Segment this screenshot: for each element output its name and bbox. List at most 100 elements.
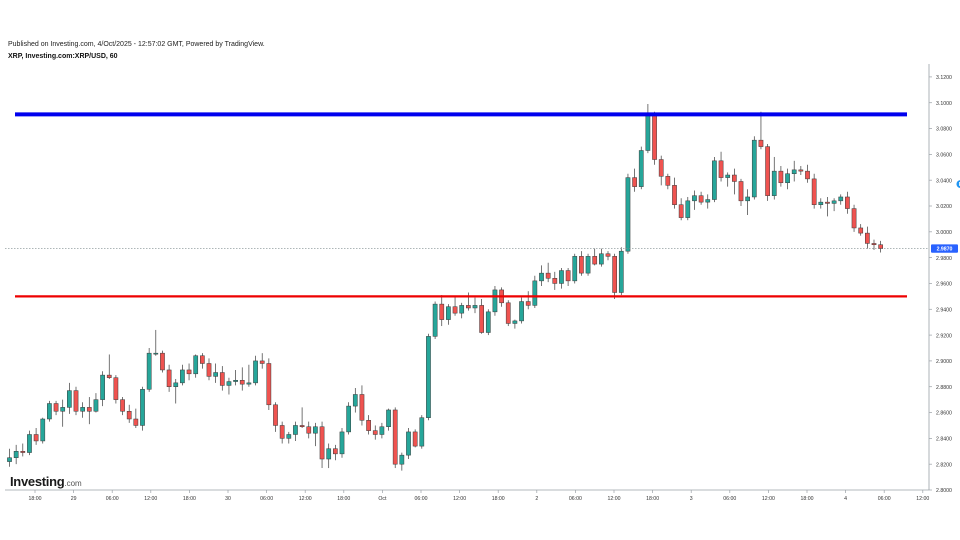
candle (599, 248, 604, 267)
candle (552, 271, 558, 290)
candle (432, 301, 438, 339)
y-tick-label: 3.1200 (936, 75, 952, 81)
candle-body (811, 178, 817, 205)
candle-body (612, 256, 617, 293)
candle (412, 429, 418, 448)
candle-body (485, 311, 491, 333)
candle (525, 291, 531, 310)
candle (725, 172, 731, 187)
candle-body (399, 454, 405, 465)
candle (166, 364, 172, 392)
candle (100, 371, 105, 407)
candle-body (751, 139, 757, 198)
candle-body (246, 382, 252, 385)
candle-body (858, 227, 864, 234)
candle-body (13, 451, 19, 458)
candle (878, 240, 883, 253)
candle (439, 295, 445, 327)
candle (160, 350, 165, 373)
candle-body (798, 169, 804, 172)
candle (40, 417, 46, 444)
x-tick-label: 30 (225, 496, 231, 502)
candle-body (845, 196, 850, 209)
candle (286, 431, 292, 444)
candle-body (718, 160, 724, 178)
candle (126, 404, 132, 423)
candle-body (878, 244, 883, 249)
candle (592, 248, 598, 266)
y-tick-label: 2.9200 (936, 333, 952, 339)
candle-body (865, 232, 870, 244)
candle (386, 408, 391, 431)
current-price-badge (931, 244, 958, 253)
candle-body (133, 418, 139, 426)
candle (13, 444, 19, 465)
candle-body (180, 369, 185, 384)
candle-body (352, 394, 358, 407)
candle (346, 402, 351, 435)
candle (452, 296, 458, 316)
x-tick-label: 06:00 (878, 496, 891, 502)
candle-body (758, 139, 764, 147)
candle (579, 251, 584, 276)
candle (246, 364, 252, 387)
candle (20, 443, 26, 457)
candle (645, 104, 651, 154)
candle-body (326, 448, 332, 460)
candle-body (831, 200, 837, 204)
candle (293, 421, 298, 441)
candle (333, 444, 338, 461)
candle-body (645, 114, 651, 151)
candle (319, 421, 325, 469)
y-tick-label: 2.8200 (936, 462, 952, 468)
candle (665, 173, 671, 190)
candle-body (379, 426, 385, 435)
event-markers-layer: PP (956, 180, 960, 189)
candle-body (306, 426, 312, 434)
x-tick-label: 18:00 (646, 496, 659, 502)
candle (113, 375, 119, 404)
x-tick-label: 12:00 (916, 496, 929, 502)
candle (352, 388, 358, 413)
candle-body (60, 407, 66, 412)
candle-body (778, 170, 784, 184)
candle-body (80, 407, 86, 412)
candle (698, 191, 704, 205)
candle-body (419, 417, 425, 447)
candle (612, 253, 617, 299)
candle-body (638, 150, 644, 187)
candle (771, 156, 777, 200)
candle (778, 165, 784, 187)
candle (372, 425, 378, 440)
candle-body (539, 272, 544, 282)
y-tick-label: 2.8000 (936, 488, 952, 494)
candle-body (426, 336, 431, 418)
candle (406, 428, 411, 460)
candle (313, 422, 318, 447)
candle-body (632, 177, 637, 187)
candle (539, 265, 544, 287)
candle (565, 267, 571, 287)
candle (73, 386, 79, 416)
candle (146, 348, 152, 392)
x-tick-label: 18:00 (29, 496, 42, 502)
candle-body (406, 431, 411, 456)
x-tick-label: 29 (71, 496, 77, 502)
candle (339, 428, 345, 458)
candle-body (791, 169, 797, 174)
candle-body (346, 405, 351, 433)
candle-body (86, 407, 92, 412)
x-tick-label: 12:00 (762, 496, 775, 502)
candle (545, 262, 551, 283)
candle-body (585, 256, 591, 274)
candle-body (838, 196, 844, 202)
candle-body (765, 146, 770, 196)
candle-body (605, 253, 611, 257)
published-info: Published on Investing.com, 4/Oct/2025 -… (8, 41, 265, 48)
candle-body (160, 352, 165, 371)
candle (705, 194, 711, 209)
candle (652, 111, 657, 165)
candle (226, 377, 232, 395)
candle-body (525, 301, 531, 306)
